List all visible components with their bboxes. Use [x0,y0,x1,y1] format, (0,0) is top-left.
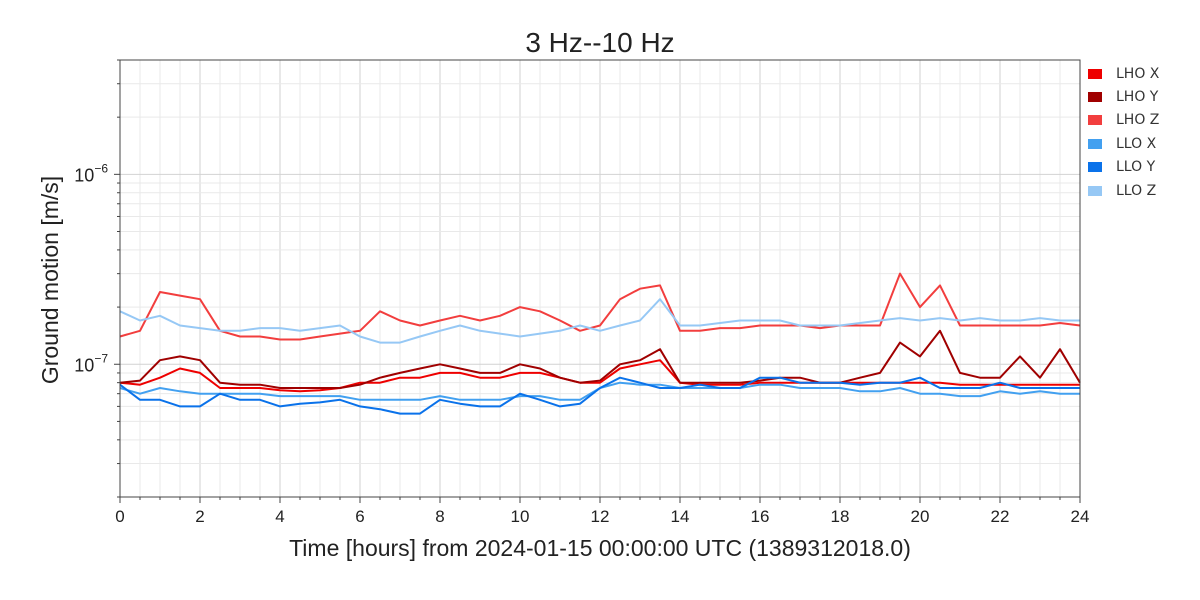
legend-swatch [1088,162,1102,173]
y-tick-label: 10−7 [74,351,108,375]
series-line-lho-z [119,272,1081,341]
legend-label: LHO X [1116,65,1160,82]
y-axis-label: Ground motion [m/s] [37,176,63,384]
legend-label: LHO Y [1116,89,1159,106]
x-tick-label: 10 [511,507,530,526]
series-lines [119,272,1081,415]
chart-title: 3 Hz--10 Hz [525,27,674,58]
x-tick-label: 16 [751,507,770,526]
x-tick-label: 20 [911,507,930,526]
legend-label: LHO Z [1116,112,1160,129]
legend-item: LHO Y [1088,85,1159,108]
legend-swatch [1088,185,1102,196]
legend-item: LLO Z [1088,179,1159,202]
x-tick-label: 14 [671,507,690,526]
x-tick-label: 4 [275,507,284,526]
legend-swatch [1088,68,1102,79]
series-line-lho-x [119,359,1080,393]
legend-item: LLO Y [1088,156,1159,179]
legend-label: LLO X [1116,135,1157,152]
legend-item: LHO Z [1088,109,1159,132]
x-tick-label: 22 [991,507,1010,526]
x-tick-label: 8 [435,507,444,526]
legend-item: LHO X [1088,62,1159,85]
x-tick-label: 12 [591,507,610,526]
series-line-llo-y [119,376,1080,415]
x-tick-label: 18 [831,507,850,526]
x-axis-label: Time [hours] from 2024-01-15 00:00:00 UT… [289,535,911,561]
legend-label: LLO Y [1116,159,1156,176]
legend-label: LLO Z [1116,182,1157,199]
legend-item: LLO X [1088,132,1159,155]
x-tick-label: 2 [195,507,204,526]
legend-swatch [1088,115,1102,126]
legend-swatch [1088,92,1102,103]
series-line-lho-y [119,329,1081,389]
legend-swatch [1088,138,1102,149]
x-tick-label: 24 [1071,507,1090,526]
series-line-llo-z [119,298,1080,344]
x-tick-label: 0 [115,507,124,526]
x-tick-label: 6 [355,507,364,526]
y-tick-label: 10−6 [74,161,108,185]
grid [119,59,1081,498]
legend: LHO X LHO Y LHO Z LLO X LLO Y LLO Z [1088,62,1159,202]
